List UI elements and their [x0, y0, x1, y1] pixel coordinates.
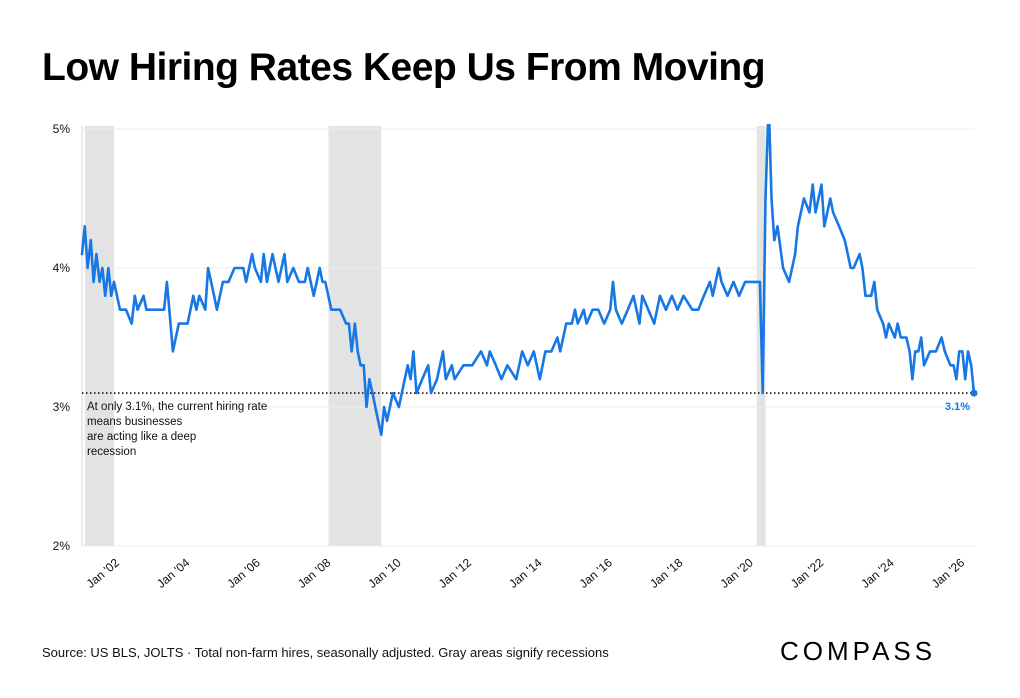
y-tick-label: 4%	[53, 261, 71, 275]
x-tick-label: Jan '18	[647, 555, 686, 591]
end-label-group: 3.1%	[945, 389, 978, 413]
annotation-text: At only 3.1%, the current hiring rate mea…	[87, 401, 267, 458]
x-tick-label: Jan '22	[788, 555, 827, 591]
x-tick-label: Jan '26	[929, 555, 968, 591]
x-tick-label: Jan '08	[295, 555, 334, 591]
source-note: Source: US BLS, JOLTS · Total non-farm h…	[42, 645, 609, 660]
end-point-marker	[970, 389, 978, 397]
x-tick-label: Jan '14	[506, 555, 545, 591]
gridlines	[81, 126, 974, 547]
annotation-group: At only 3.1%, the current hiring rate mea…	[87, 401, 267, 458]
x-tick-label: Jan '16	[577, 555, 616, 591]
recession-band	[84, 126, 115, 546]
series-line	[80, 124, 976, 437]
x-tick-label: Jan '12	[436, 555, 475, 591]
x-tick-label: Jan '20	[717, 555, 756, 591]
x-tick-label: Jan '06	[224, 555, 263, 591]
compass-logo: COMPASS	[780, 636, 937, 666]
y-tick-label: 3%	[53, 400, 71, 414]
x-axis: Jan '02 Jan '04 Jan '06 Jan '08 Jan '10 Jan '…	[84, 555, 968, 591]
chart-title: Low Hiring Rates Keep Us From Moving	[42, 46, 766, 89]
recession-bands	[84, 126, 766, 546]
end-value-label: 3.1%	[945, 401, 970, 413]
x-tick-label: Jan '24	[858, 555, 897, 591]
x-tick-label: Jan '10	[365, 555, 404, 591]
y-tick-label: 5%	[53, 122, 71, 136]
y-tick-label: 2%	[53, 539, 71, 553]
x-tick-label: Jan '02	[84, 555, 123, 591]
y-axis: 5% 4% 3% 2%	[53, 122, 71, 553]
x-tick-label: Jan '04	[154, 555, 193, 591]
series-group	[80, 124, 976, 437]
